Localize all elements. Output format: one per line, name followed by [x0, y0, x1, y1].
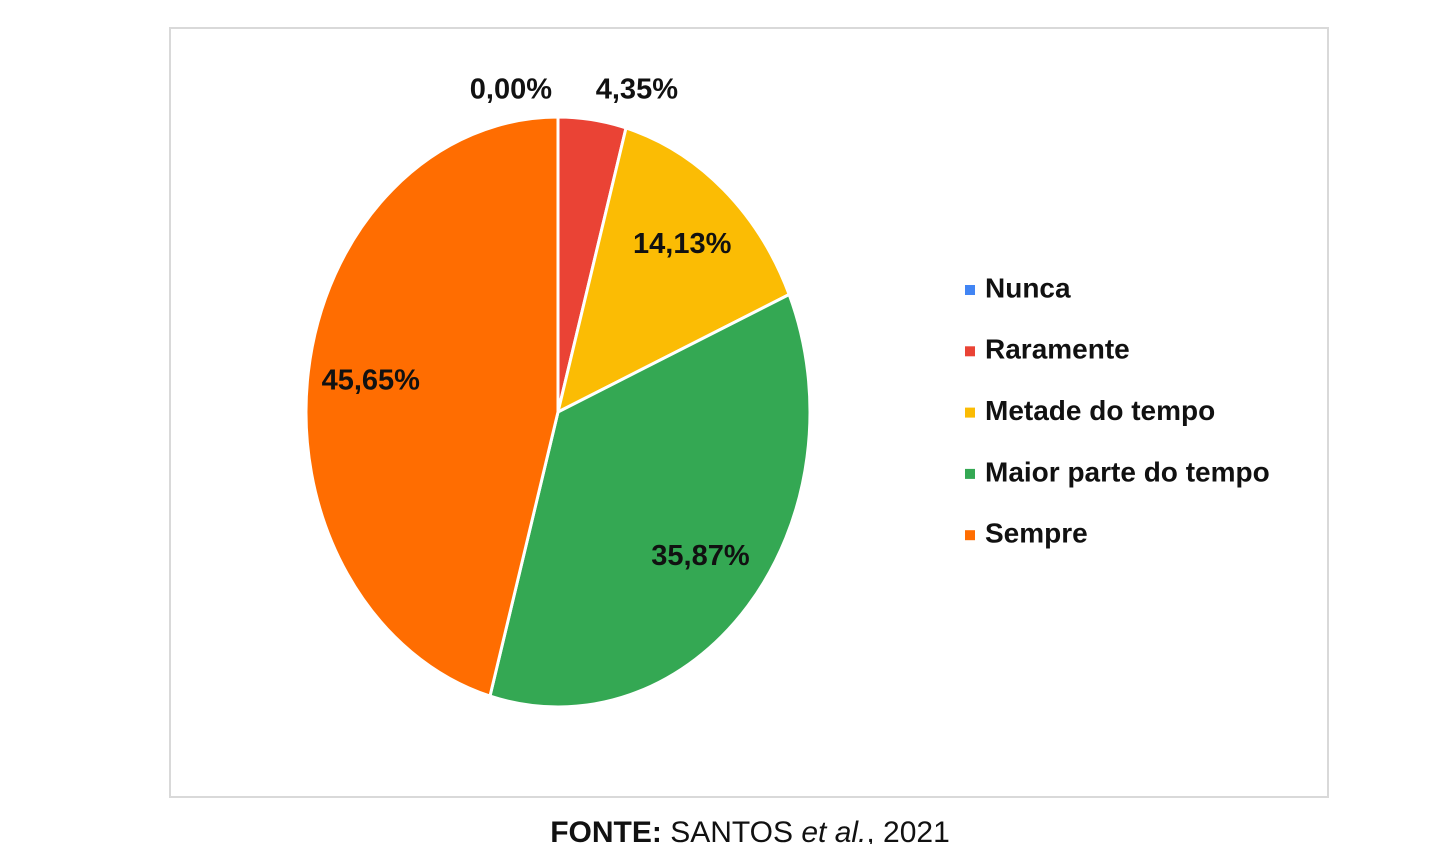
source: FONTE: SANTOS et al., 2021 [550, 816, 950, 844]
legend-swatch [965, 407, 975, 418]
legend-swatch [965, 285, 975, 295]
pie-slice [555, 126, 792, 415]
data-label: 0,00% [470, 74, 552, 106]
legend-label: Raramente [985, 334, 1130, 365]
legend-label: Sempre [985, 518, 1088, 549]
source-year: , 2021 [866, 816, 949, 844]
pie-slice [304, 115, 560, 698]
source-etal: et al. [801, 816, 866, 844]
legend-label: Nunca [985, 272, 1071, 303]
legend-swatch [965, 468, 975, 479]
source-label: FONTE: [550, 816, 662, 844]
data-label: 45,65% [322, 365, 421, 397]
legend-swatch [965, 530, 975, 541]
data-label: 4,35% [596, 74, 678, 106]
data-label: 14,13% [633, 228, 732, 260]
data-label: 35,87% [651, 540, 750, 572]
source-author: SANTOS [670, 816, 793, 844]
legend-label: Metade do tempo [985, 395, 1215, 426]
legend-swatch [965, 346, 975, 357]
legend-label: Maior parte do tempo [985, 456, 1270, 487]
pie-slice [488, 292, 812, 709]
